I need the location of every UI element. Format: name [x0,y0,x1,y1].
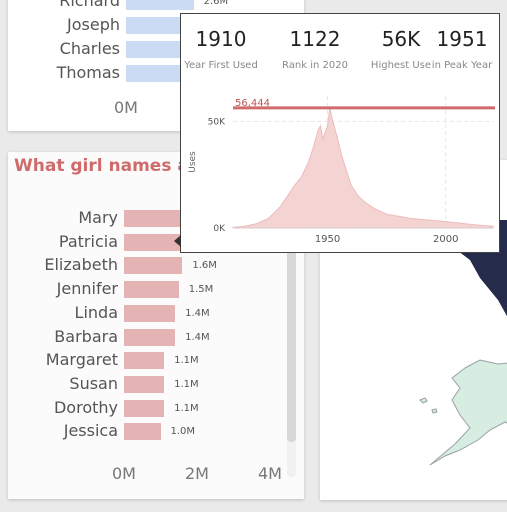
x-axis-tick-label: 0M [114,98,138,117]
bar-category-label: Linda [74,302,118,322]
kpi-label: Rank in 2020 [282,60,348,71]
bar[interactable] [124,352,165,370]
chart-scrollbar-thumb[interactable] [287,192,296,442]
bar-category-label: Thomas [56,63,120,82]
bar[interactable] [124,281,179,299]
kpi-value: 56K [381,27,421,51]
bar[interactable] [126,41,189,58]
bar-category-label: Patricia [58,231,118,251]
bar-category-label: Charles [59,39,120,58]
bar-category-label: Elizabeth [44,255,118,275]
bar[interactable] [124,399,165,417]
bar-value-label: 1.4M [185,331,210,343]
bar-category-label: Richard [59,0,120,10]
y-tick-label: 50K [208,118,226,128]
bar[interactable] [126,0,194,10]
area-series [232,107,494,229]
bar[interactable] [124,375,165,393]
girls-chart-title: What girl names a [14,156,189,176]
x-axis-tick-label: 0M [112,464,136,483]
bar-value-label: 1.5M [188,284,214,296]
reference-line-label: 56,444 [235,98,270,109]
bar[interactable] [124,257,183,275]
bar-value-label: 1.1M [174,378,199,390]
bar[interactable] [124,233,183,251]
bar-category-label: Barbara [54,326,118,346]
uses-area-chart: 56,444 0K 50K 1950 2000 Uses [188,96,495,245]
bar[interactable] [124,328,176,346]
y-axis-label: Uses [188,151,198,173]
kpi-label: Year First Used [184,60,258,71]
bar-value-label: 1.1M [174,402,199,414]
kpi-label: in Peak Year [431,60,493,71]
bar-category-label: Dorothy [53,397,118,417]
bar-value-label: 2.6M [203,0,229,7]
bar-category-label: Margaret [45,350,118,370]
bar[interactable] [124,304,176,322]
bar-category-label: Joseph [67,15,120,34]
name-tooltip: 1910 Year First Used 1122 Rank in 2020 56K Hi… [180,13,500,253]
x-tick-label: 1950 [315,234,340,245]
kpi-value: 1910 [195,27,247,51]
x-axis-tick-label: 2M [185,464,209,483]
bar-category-label: Susan [69,373,118,393]
bar[interactable] [126,17,194,34]
kpi-value: 1951 [436,27,488,51]
map-island [419,397,428,404]
map-island [431,408,438,414]
bar-value-label: 1.1M [174,355,199,367]
x-axis-tick-label: 4M [258,464,282,483]
map-region-alaska[interactable] [429,359,507,466]
bar[interactable] [126,65,186,82]
y-tick-label: 0K [213,224,226,234]
tooltip-pointer [174,235,181,247]
bar-category-label: Jennifer [56,279,118,299]
bar-value-label: 1.0M [170,426,196,438]
bar-value-label: 1.6M [192,260,217,272]
x-tick-label: 2000 [433,234,458,245]
kpi-value: 1122 [289,27,341,51]
bar-category-label: Jessica [63,421,118,441]
bar[interactable] [124,423,161,441]
bar-value-label: 1.4M [185,307,210,319]
kpi-label: Highest Use [370,60,432,71]
bar-category-label: Mary [78,208,118,227]
